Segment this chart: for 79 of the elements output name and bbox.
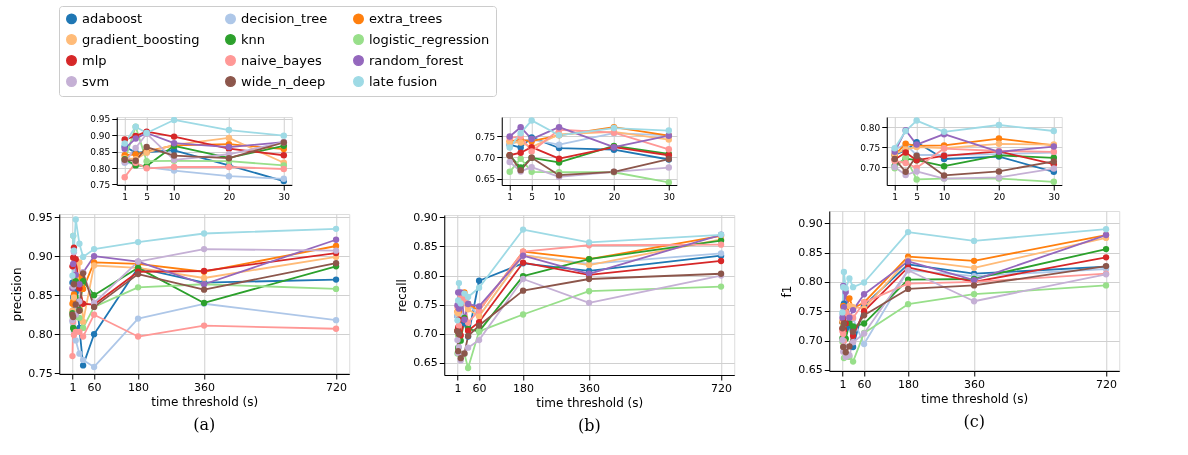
x-tick-label: 1 [454,381,462,395]
y-tick-label: 0.65 [413,356,438,370]
x-axis-title: time threshold (s) [151,394,259,409]
x-tick-label: 60 [857,377,872,391]
y-tick-label: 0.90 [28,249,53,263]
y-tick-label: 0.80 [798,275,823,289]
x-tick-label: 720 [711,381,733,395]
text: (c) [963,412,985,431]
x-tick-label: 20 [608,191,621,202]
y-tick-label: 0.95 [90,114,111,125]
x-axis-title: time threshold (s) [536,395,644,410]
legend-label: svm [82,73,110,89]
y-tick-label: 0.85 [798,246,823,260]
x-tick-label: 1 [122,191,129,202]
x-tick-label: 1 [69,380,77,394]
y-tick-label: 0.85 [413,239,438,253]
y-tick-label: 0.80 [860,122,881,133]
x-tick-label: 180 [128,380,150,394]
x-tick-label: 30 [1048,191,1061,202]
y-tick-label: 0.85 [90,147,111,158]
x-tick-label: 720 [1096,377,1118,391]
y-tick-label: 0.70 [860,162,881,173]
x-tick-label: 180 [513,381,535,395]
legend-label: logistic_regression [369,31,490,47]
x-tick-label: 30 [278,191,291,202]
x-tick-label: 360 [194,380,216,394]
legend-label: adaboost [82,10,143,26]
y-axis-title: f1 [780,285,795,298]
legend-label: gradient_boosting [82,31,200,47]
y-tick-label: 0.65 [475,174,496,185]
x-tick-label: 10 [168,191,181,202]
x-tick-label: 1 [507,191,514,202]
legend-label: knn [241,31,266,47]
x-tick-label: 1 [892,191,899,202]
y-tick-label: 0.85 [28,288,53,302]
x-tick-label: 1 [839,377,847,391]
legend-label: decision_tree [241,10,328,26]
y-tick-label: 0.70 [475,152,496,163]
x-axis-title: time threshold (s) [921,391,1029,406]
y-tick-label: 0.90 [90,130,111,141]
y-tick-label: 0.75 [860,142,881,153]
y-tick-label: 0.75 [28,366,53,380]
x-tick-label: 5 [914,191,921,202]
y-tick-label: 0.75 [798,304,823,318]
legend-label: mlp [82,52,107,68]
y-tick-label: 0.80 [413,269,438,283]
y-axis-title: precision [10,267,25,322]
x-tick-label: 360 [964,377,986,391]
y-tick-label: 0.70 [413,327,438,341]
y-tick-label: 0.90 [798,216,823,230]
y-tick-label: 0.75 [413,298,438,312]
legend-label: naive_bayes [241,52,322,68]
x-tick-label: 60 [472,381,487,395]
legend-label: late fusion [369,73,438,89]
x-tick-label: 5 [529,191,536,202]
y-tick-label: 0.80 [28,327,53,341]
x-tick-label: 30 [663,191,676,202]
x-tick-label: 20 [993,191,1006,202]
y-tick-label: 0.75 [90,179,111,190]
text: (b) [577,416,601,435]
x-tick-label: 720 [326,380,348,394]
x-tick-label: 20 [223,191,236,202]
y-axis-title: recall [395,279,410,312]
x-tick-label: 10 [938,191,951,202]
y-tick-label: 0.95 [28,210,53,224]
y-tick-label: 0.75 [475,131,496,142]
x-tick-label: 360 [579,381,601,395]
y-tick-label: 0.70 [798,334,823,348]
x-tick-label: 60 [87,380,102,394]
y-tick-label: 0.65 [798,363,823,377]
y-tick-label: 0.80 [90,163,111,174]
x-tick-label: 180 [898,377,920,391]
y-tick-label: 0.90 [413,210,438,224]
legend-label: extra_trees [369,10,443,26]
x-tick-label: 10 [553,191,566,202]
legend-label: random_forest [369,52,464,68]
legend-label: wide_n_deep [241,73,326,89]
text: (a) [193,415,216,434]
x-tick-label: 5 [144,191,151,202]
